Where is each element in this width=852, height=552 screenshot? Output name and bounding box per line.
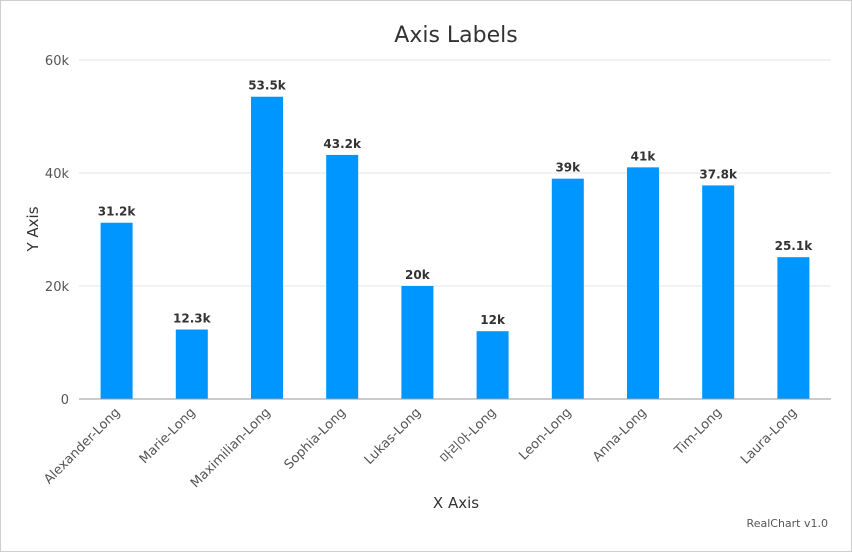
data-label: 37.8k [699,167,738,181]
x-tick-label: Marie-Long [137,405,199,467]
bar[interactable] [401,286,434,399]
data-label: 43.2k [323,137,362,151]
x-tick-label: Alexander-Long [41,405,123,487]
data-label: 53.5k [248,79,287,93]
bar[interactable] [777,257,810,399]
y-tick-label: 20k [45,280,70,295]
x-tick-label: Anna-Long [590,405,650,465]
credit-label: RealChart v1.0 [747,517,828,530]
bar[interactable] [175,329,208,399]
x-tick-label: Tim-Long [671,405,725,459]
bar[interactable] [702,185,735,399]
x-tick-label: 마리아-Long [438,405,500,467]
bar[interactable] [100,222,133,399]
bar[interactable] [476,331,509,399]
bars [100,96,810,399]
x-tick-label: Lukas-Long [362,405,425,468]
data-label: 25.1k [775,239,814,253]
bar[interactable] [551,178,584,399]
x-tick-label: Laura-Long [738,405,800,467]
y-tick-label: 0 [61,393,69,408]
chart-title: Axis Labels [394,23,517,48]
bar[interactable] [326,154,359,399]
y-tick-label: 40k [45,167,70,182]
y-tick-labels: 0 20k 40k 60k [45,54,70,408]
data-label: 12.3k [173,312,212,326]
x-axis-title: X Axis [433,494,479,512]
data-label: 41k [631,149,657,163]
data-labels: 31.2k 12.3k 53.5k 43.2k 20k 12k 39k 41k 37.8k 25.… [98,79,813,327]
bar[interactable] [627,167,659,399]
x-tick-label: Maximilian-Long [188,405,274,491]
data-label: 12k [480,313,506,327]
x-tick-label: Leon-Long [516,405,574,463]
y-axis-title: Y Axis [24,206,42,252]
x-tick-label: Sophia-Long [282,405,349,472]
data-label: 39k [555,161,581,175]
y-tick-label: 60k [45,54,70,69]
bar[interactable] [251,96,283,399]
data-label: 31.2k [98,205,137,219]
data-label: 20k [405,268,431,282]
